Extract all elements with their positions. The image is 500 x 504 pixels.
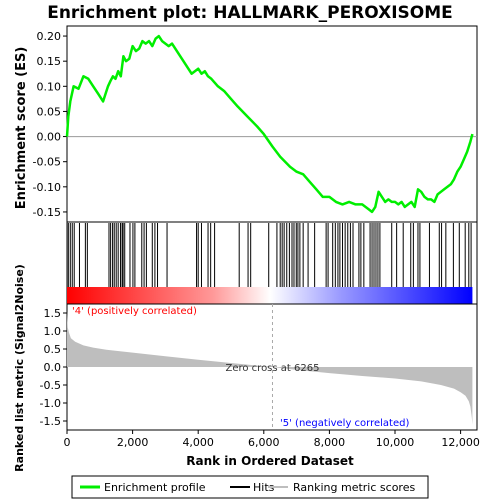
es-panel: -0.15 -0.10 -0.05 0.00 0.05 0.10 0.15 0.20 [33,25,478,226]
metric-y-tick-label: 1.0 [44,325,62,338]
metric-x-tick-label: 10,000 [376,436,415,449]
zero-cross-label: Zero cross at 6265 [225,363,319,374]
metric-y-tick-label: 0.5 [44,343,62,356]
es-y-tick-label: -0.10 [33,181,61,194]
metric-y-tick-label: 0.0 [44,361,62,374]
negative-correlation-label: '5' (negatively correlated) [280,418,409,429]
metric-y-tick-label: -1.5 [40,415,61,428]
hits-panel [66,221,478,305]
es-y-tick-label: 0.00 [37,131,62,144]
rank-color-bar [67,287,473,304]
metric-y-tick-label: -1.0 [40,397,61,410]
metric-x-tick-label: 2,000 [117,436,149,449]
es-y-axis-label: Enrichment score (ES) [14,47,29,210]
metric-x-tick-label: 4,000 [182,436,214,449]
chart-legend: Enrichment profile Hits Ranking metric sco… [71,475,429,499]
x-axis-label: Rank in Ordered Dataset [186,454,354,468]
metric-y-tick-label: -0.5 [40,379,61,392]
metric-x-tick-label: 0 [64,436,71,449]
es-y-tick-label: -0.05 [33,156,61,169]
es-plot-frame [66,25,478,223]
es-y-tick-label: 0.20 [37,30,62,43]
legend-label: Ranking metric scores [293,481,415,494]
chart-title: Enrichment plot: HALLMARK_PEROXISOME [47,3,453,23]
es-y-tick-label: 0.05 [37,105,62,118]
es-y-tick-label: -0.15 [33,206,61,219]
legend-label: Hits [253,481,275,494]
metric-y-axis-label: Ranked list metric (Signal2Noise) [13,264,26,472]
metric-x-tick-label: 6,000 [248,436,280,449]
es-y-tick-label: 0.10 [37,80,62,93]
metric-panel: Zero cross at 6265 '4' (positively correl… [40,303,480,449]
enrichment-profile-line [65,34,474,214]
es-y-tick-label: 0.15 [37,55,62,68]
positive-correlation-label: '4' (positively correlated) [72,306,197,317]
legend-label: Enrichment profile [104,481,206,494]
ranking-metric-area [67,311,473,425]
metric-x-tick-label: 8,000 [314,436,346,449]
metric-x-tick-label: 12,000 [441,436,480,449]
metric-y-tick-label: 1.5 [44,307,62,320]
